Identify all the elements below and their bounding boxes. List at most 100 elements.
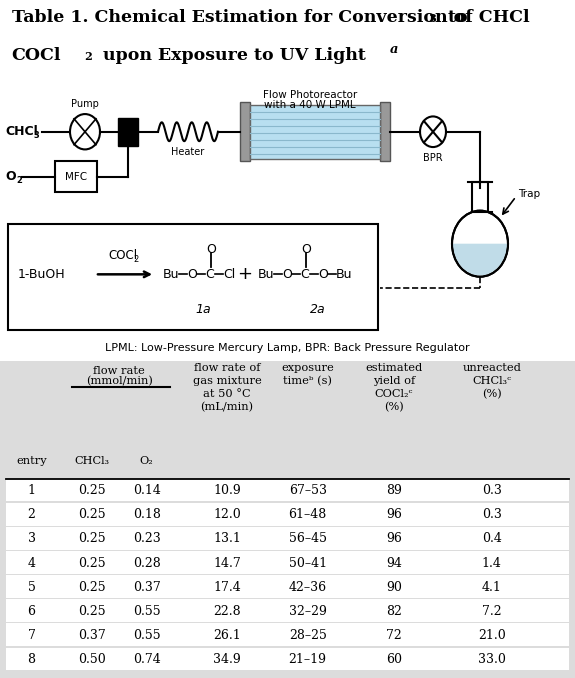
Text: 72: 72 <box>386 629 402 642</box>
Text: 3: 3 <box>428 13 436 24</box>
Text: 4.1: 4.1 <box>482 580 501 594</box>
Text: O: O <box>206 243 216 256</box>
Text: Flow Photoreactor: Flow Photoreactor <box>263 90 357 100</box>
Bar <box>6 599 569 622</box>
Text: 0.4: 0.4 <box>482 532 501 545</box>
Bar <box>6 575 569 598</box>
Text: 5: 5 <box>28 580 36 594</box>
Text: 2: 2 <box>16 176 22 184</box>
Text: 0.14: 0.14 <box>133 484 160 497</box>
Text: 2: 2 <box>85 51 92 62</box>
Bar <box>6 479 569 502</box>
Text: 4: 4 <box>28 557 36 570</box>
FancyBboxPatch shape <box>55 161 97 192</box>
Text: O: O <box>282 268 292 281</box>
Text: 21.0: 21.0 <box>478 629 505 642</box>
Text: 28–25: 28–25 <box>289 629 327 642</box>
Text: 7.2: 7.2 <box>482 605 501 618</box>
Bar <box>118 117 138 146</box>
Text: 0.3: 0.3 <box>482 508 501 521</box>
Text: 2: 2 <box>28 508 36 521</box>
Text: 60: 60 <box>386 653 402 666</box>
Text: 90: 90 <box>386 580 402 594</box>
Text: with a 40 W LPML: with a 40 W LPML <box>264 100 356 110</box>
Circle shape <box>452 211 508 277</box>
Text: 0.37: 0.37 <box>78 629 106 642</box>
Text: O: O <box>318 268 328 281</box>
Text: estimated
yield of
COCl₂ᶜ
(%): estimated yield of COCl₂ᶜ (%) <box>365 363 423 412</box>
Text: 1.4: 1.4 <box>482 557 501 570</box>
Text: (mmol/min): (mmol/min) <box>86 376 153 386</box>
Text: 67–53: 67–53 <box>289 484 327 497</box>
Text: 3: 3 <box>28 532 36 545</box>
Text: unreacted
CHCl₃ᶜ
(%): unreacted CHCl₃ᶜ (%) <box>462 363 521 399</box>
Text: O: O <box>5 170 16 183</box>
Bar <box>472 182 488 212</box>
Text: 0.25: 0.25 <box>78 532 106 545</box>
Text: entry: entry <box>16 456 47 466</box>
Text: O₂: O₂ <box>140 456 154 466</box>
Text: flow rate: flow rate <box>94 366 145 376</box>
Text: 0.23: 0.23 <box>133 532 160 545</box>
Text: Bu: Bu <box>258 268 274 281</box>
Text: MFC: MFC <box>65 172 87 182</box>
Text: CHCl: CHCl <box>5 125 38 138</box>
Text: 96: 96 <box>386 532 402 545</box>
Text: 1: 1 <box>28 484 36 497</box>
Text: 1-BuOH: 1-BuOH <box>18 268 66 281</box>
Text: 10.9: 10.9 <box>213 484 241 497</box>
Text: Bu: Bu <box>163 268 179 281</box>
Text: 3: 3 <box>33 131 39 140</box>
Text: 94: 94 <box>386 557 402 570</box>
Text: 2: 2 <box>133 254 138 264</box>
Text: COCl: COCl <box>12 47 61 64</box>
Text: 0.3: 0.3 <box>482 484 501 497</box>
Text: 32–29: 32–29 <box>289 605 327 618</box>
Bar <box>8 224 378 330</box>
Text: BPR: BPR <box>423 153 443 163</box>
Text: 2a: 2a <box>310 303 326 316</box>
Text: C: C <box>300 268 309 281</box>
Text: 6: 6 <box>28 605 36 618</box>
Text: 89: 89 <box>386 484 402 497</box>
Text: 33.0: 33.0 <box>478 653 505 666</box>
Text: Heater: Heater <box>171 147 205 157</box>
Text: Bu: Bu <box>336 268 352 281</box>
Text: COCl: COCl <box>108 249 137 262</box>
Text: C: C <box>205 268 214 281</box>
Wedge shape <box>453 243 507 275</box>
Text: 42–36: 42–36 <box>289 580 327 594</box>
Text: 0.55: 0.55 <box>133 629 160 642</box>
Text: to: to <box>442 9 467 26</box>
Text: Table 1. Chemical Estimation for Conversion of CHCl: Table 1. Chemical Estimation for Convers… <box>12 9 529 26</box>
Text: LPML: Low-Pressure Mercury Lamp, BPR: Back Pressure Regulator: LPML: Low-Pressure Mercury Lamp, BPR: Ba… <box>105 344 470 353</box>
Text: exposure
timeᵇ (s): exposure timeᵇ (s) <box>281 363 334 386</box>
Text: 0.25: 0.25 <box>78 484 106 497</box>
Text: Cl: Cl <box>223 268 235 281</box>
Text: 12.0: 12.0 <box>213 508 241 521</box>
Bar <box>6 502 569 525</box>
Text: 21–19: 21–19 <box>289 653 327 666</box>
Bar <box>6 551 569 574</box>
Text: 56–45: 56–45 <box>289 532 327 545</box>
Text: 13.1: 13.1 <box>213 532 241 545</box>
Text: O: O <box>301 243 311 256</box>
Text: +: + <box>237 265 252 283</box>
Bar <box>6 647 569 671</box>
Bar <box>6 623 569 646</box>
Text: upon Exposure to UV Light: upon Exposure to UV Light <box>97 47 366 64</box>
Text: 1a: 1a <box>195 303 211 316</box>
Text: a: a <box>390 43 398 56</box>
Text: 0.28: 0.28 <box>133 557 160 570</box>
Bar <box>240 102 250 161</box>
Text: Pump: Pump <box>71 100 99 109</box>
Text: 22.8: 22.8 <box>213 605 241 618</box>
Text: 82: 82 <box>386 605 402 618</box>
Text: 0.74: 0.74 <box>133 653 160 666</box>
Text: 14.7: 14.7 <box>213 557 241 570</box>
Text: 7: 7 <box>28 629 36 642</box>
Bar <box>250 104 380 159</box>
Text: 34.9: 34.9 <box>213 653 241 666</box>
Text: 26.1: 26.1 <box>213 629 241 642</box>
Text: O: O <box>187 268 197 281</box>
